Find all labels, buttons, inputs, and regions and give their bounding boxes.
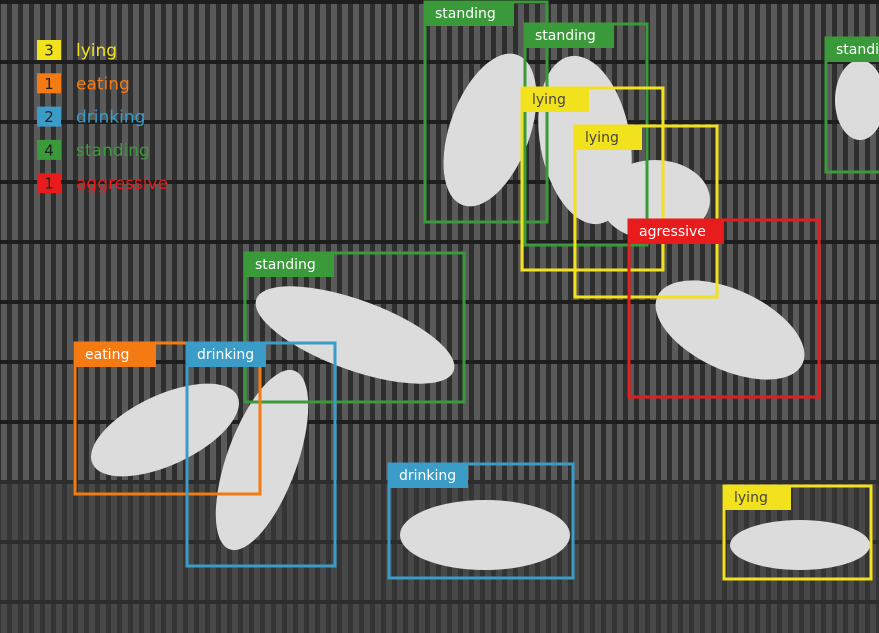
detection-label: lying xyxy=(585,130,619,146)
legend-label: lying xyxy=(76,41,117,61)
legend-count: 1 xyxy=(44,175,54,193)
legend-count: 2 xyxy=(44,108,54,126)
legend-label: aggressive xyxy=(76,174,168,194)
bounding-box xyxy=(387,462,575,580)
detection-label: standing xyxy=(435,6,496,22)
legend-count: 3 xyxy=(44,42,54,60)
label-tab xyxy=(628,219,724,244)
legend: 3 lying 1 eating 2 drinking 4 standing 1 aggressi… xyxy=(37,40,168,194)
label-tab xyxy=(74,342,156,367)
bounding-box xyxy=(573,124,719,299)
bounding-box xyxy=(722,484,873,581)
label-tab xyxy=(524,23,614,48)
bounding-box xyxy=(243,251,466,404)
detection-label: standing xyxy=(535,28,596,44)
label-tab xyxy=(244,252,334,277)
detection-label: lying xyxy=(734,490,768,506)
detection-label: standing xyxy=(255,257,316,273)
legend-count: 4 xyxy=(44,141,54,159)
label-tab xyxy=(521,87,589,112)
label-tab xyxy=(574,125,642,150)
pigs xyxy=(91,53,879,570)
label-tab xyxy=(186,342,266,367)
label-tab xyxy=(723,485,791,510)
legend-swatch xyxy=(37,173,61,194)
legend-swatch xyxy=(37,40,61,60)
label-tab xyxy=(825,37,879,62)
detection-label: standing xyxy=(836,42,879,58)
legend-label: standing xyxy=(76,141,150,161)
bounding-box xyxy=(73,341,262,496)
label-tab xyxy=(388,463,468,488)
legend-count: 1 xyxy=(44,75,54,93)
detection-label: drinking xyxy=(197,347,254,363)
bounding-box xyxy=(520,86,665,272)
detection-label: eating xyxy=(85,347,129,363)
detection-label: lying xyxy=(532,92,566,108)
legend-swatch xyxy=(37,73,61,94)
legend-label: eating xyxy=(76,74,130,94)
legend-swatch xyxy=(37,106,61,127)
detection-label: drinking xyxy=(399,468,456,484)
legend-label: drinking xyxy=(76,108,145,128)
legend-swatch xyxy=(37,139,61,160)
detections: standing standing lying lying agressive stand… xyxy=(73,0,879,581)
label-tab xyxy=(424,1,514,26)
detection-label: agressive xyxy=(639,224,706,240)
